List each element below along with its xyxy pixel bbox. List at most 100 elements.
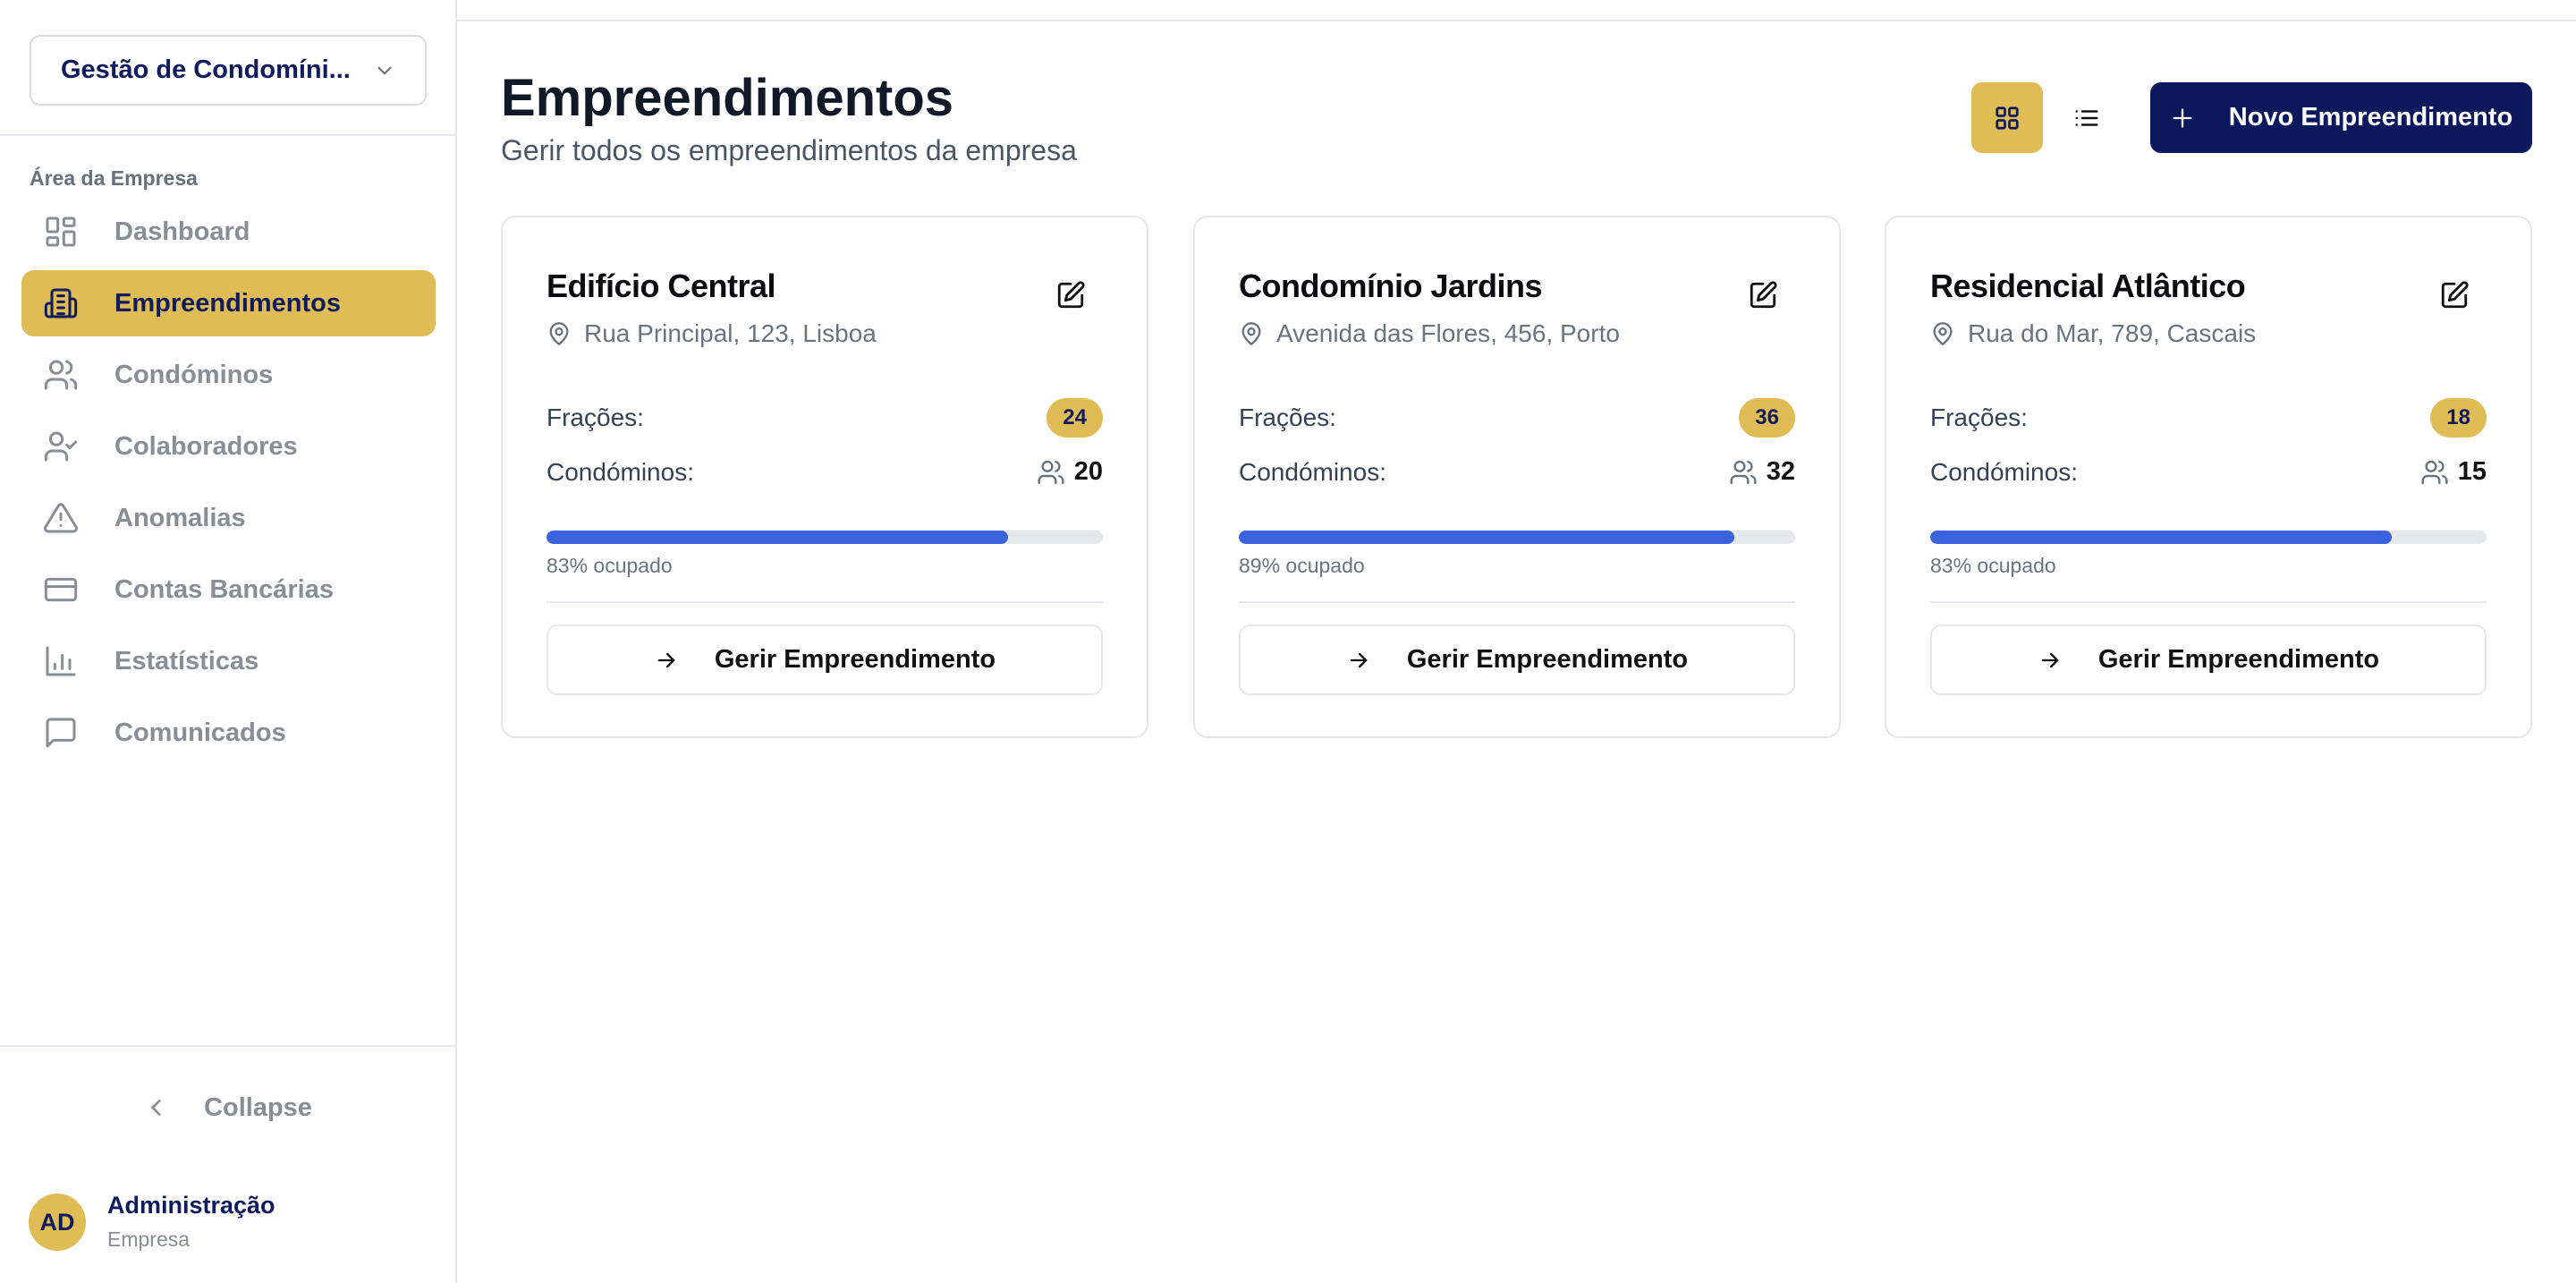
address-text: Avenida das Flores, 456, Porto [1276, 319, 1620, 347]
collapse-label: Collapse [204, 1092, 312, 1122]
list-icon [2075, 109, 2098, 126]
grid-icon [1996, 106, 2019, 130]
building-icon [44, 288, 78, 319]
map-pin-icon [549, 322, 569, 346]
edit-icon[interactable] [1748, 280, 1778, 310]
manage-development-button[interactable]: Gerir Empreendimento [1239, 625, 1795, 695]
manage-label: Gerir Empreendimento [1406, 645, 1689, 674]
fractions-badge: 18 [2430, 398, 2487, 438]
user-check-icon [44, 431, 78, 462]
map-pin-icon [1241, 322, 1261, 346]
fractions-label: Frações: [547, 404, 644, 431]
occupancy-fill [547, 531, 1009, 544]
sidebar-item-label: Empreendimentos [114, 288, 341, 318]
sidebar-item-anomalias[interactable]: Anomalias [21, 485, 436, 551]
development-card: Residencial Atlântico Rua do Mar, 789, Ca… [1885, 216, 2532, 738]
occupancy-label: 83% ocupado [1930, 554, 2056, 577]
fractions-badge: 24 [1046, 398, 1103, 438]
page-title: Empreendimentos [501, 69, 953, 127]
manage-label: Gerir Empreendimento [714, 645, 996, 674]
address: Avenida das Flores, 456, Porto [1239, 319, 1620, 348]
development-name: Residencial Atlântico [1930, 268, 2246, 304]
occupancy-bar [547, 531, 1103, 544]
page-subtitle: Gerir todos os empreendimentos da empres… [501, 134, 1077, 166]
avatar[interactable]: AD [29, 1194, 86, 1251]
topbar-border [457, 20, 2576, 21]
sidebar-item-label: Contas Bancárias [114, 574, 334, 604]
sidebar-item-condominos[interactable]: Condóminos [21, 342, 436, 408]
users-icon [1038, 460, 1064, 484]
occupancy-bar [1930, 531, 2487, 544]
arrow-right-icon [1350, 652, 1368, 667]
list-view-button[interactable] [2051, 82, 2123, 153]
sidebar-item-estatisticas[interactable]: Estatísticas [21, 628, 436, 694]
section-label: Área da Empresa [30, 166, 198, 190]
org-selector-label: Gestão de Condomíni... [61, 55, 351, 84]
development-card: Edifício Central Rua Principal, 123, Lisb… [501, 216, 1148, 738]
sidebar-item-contas-bancarias[interactable]: Contas Bancárias [21, 557, 436, 623]
map-pin-icon [1933, 322, 1953, 346]
org-selector[interactable]: Gestão de Condomíni... [30, 35, 427, 106]
plus-icon [2173, 108, 2192, 127]
residents-label: Condóminos: [1930, 457, 2078, 486]
warning-triangle-icon [44, 503, 78, 533]
chevron-left-icon [150, 1100, 161, 1116]
sidebar-item-label: Comunicados [114, 718, 286, 747]
residents-count: 32 [1766, 457, 1795, 486]
user-name: Administração [107, 1192, 275, 1219]
address: Rua Principal, 123, Lisboa [547, 319, 877, 348]
sidebar-item-label: Colaboradores [114, 431, 298, 461]
sidebar-item-dashboard[interactable]: Dashboard [21, 199, 436, 265]
arrow-right-icon [657, 652, 675, 667]
divider [1930, 601, 2487, 603]
occupancy-bar [1239, 531, 1795, 544]
fractions-label: Frações: [1239, 404, 1336, 431]
development-name: Condomínio Jardins [1239, 268, 1543, 304]
users-icon [44, 360, 78, 390]
user-role: Empresa [107, 1228, 191, 1251]
users-icon [1730, 460, 1757, 484]
residents-count: 20 [1073, 457, 1103, 486]
address-text: Rua Principal, 123, Lisboa [584, 319, 877, 347]
address-text: Rua do Mar, 789, Cascais [1968, 319, 2257, 347]
divider [0, 1045, 455, 1047]
sidebar-item-label: Dashboard [114, 217, 250, 246]
sidebar-item-label: Condóminos [114, 360, 274, 389]
sidebar-item-label: Anomalias [114, 503, 246, 532]
divider [547, 601, 1103, 603]
development-card: Condomínio Jardins Avenida das Flores, 45… [1193, 216, 1841, 738]
users-icon [2421, 460, 2448, 484]
new-development-label: Novo Empreendimento [2228, 103, 2513, 132]
occupancy-fill [1930, 531, 2393, 544]
collapse-button[interactable]: Collapse [0, 1084, 457, 1131]
layout-dashboard-icon [46, 217, 76, 247]
sidebar-item-comunicados[interactable]: Comunicados [21, 700, 436, 766]
edit-icon[interactable] [2439, 280, 2470, 310]
bar-chart-icon [46, 646, 76, 676]
arrow-right-icon [2041, 652, 2059, 667]
occupancy-fill [1239, 531, 1734, 544]
occupancy-label: 83% ocupado [547, 554, 673, 577]
divider [1239, 601, 1795, 603]
sidebar: Gestão de Condomíni... Área da Empresa D… [0, 0, 457, 1283]
divider [0, 134, 455, 136]
edit-icon[interactable] [1055, 280, 1086, 310]
residents-label: Condóminos: [1239, 457, 1386, 486]
message-square-icon [46, 718, 76, 748]
new-development-button[interactable]: Novo Empreendimento [2150, 82, 2532, 153]
fractions-badge: 36 [1739, 398, 1795, 438]
sidebar-item-empreendimentos[interactable]: Empreendimentos [21, 270, 436, 336]
grid-view-button[interactable] [1971, 82, 2043, 153]
residents-count: 15 [2457, 457, 2487, 486]
manage-development-button[interactable]: Gerir Empreendimento [1930, 625, 2487, 695]
residents-label: Condóminos: [547, 457, 694, 486]
sidebar-item-colaboradores[interactable]: Colaboradores [21, 413, 436, 480]
credit-card-icon [44, 577, 78, 602]
fractions-label: Frações: [1930, 404, 2028, 431]
manage-label: Gerir Empreendimento [2097, 645, 2380, 674]
chevron-down-icon [377, 66, 392, 75]
development-name: Edifício Central [547, 268, 776, 304]
manage-development-button[interactable]: Gerir Empreendimento [547, 625, 1103, 695]
address: Rua do Mar, 789, Cascais [1930, 319, 2256, 348]
occupancy-label: 89% ocupado [1239, 554, 1365, 577]
